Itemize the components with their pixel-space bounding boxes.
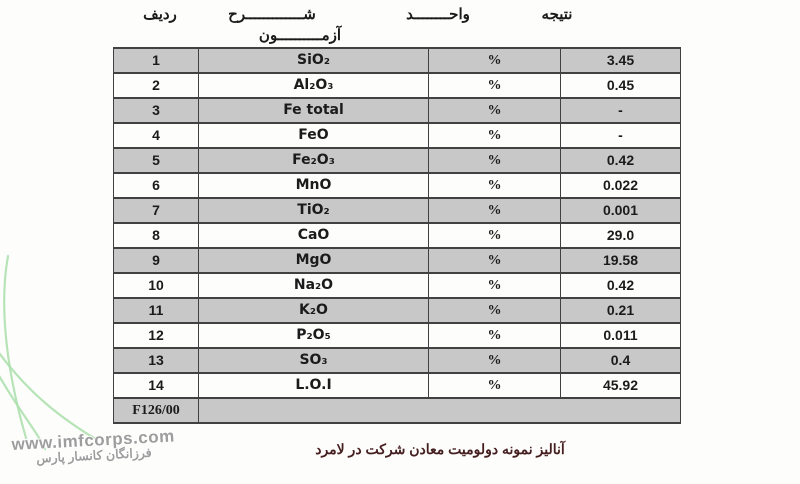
analyte-cell: P₂O₅ xyxy=(198,322,429,349)
leaf-blade-2 xyxy=(0,352,99,442)
unit-cell: % xyxy=(428,272,561,299)
footer-row: F126/00 xyxy=(113,397,681,424)
unit-cell: % xyxy=(428,222,561,249)
unit-cell: % xyxy=(428,147,561,174)
table-row: 11 K₂O % 0.21 xyxy=(113,297,681,324)
analysis-table: 1 SiO₂ % 3.45 2 Al₂O₃ % 0.45 3 Fe total … xyxy=(113,47,681,424)
table-row: 8 CaO % 29.0 xyxy=(113,222,681,249)
analyte-cell: CaO xyxy=(198,222,429,249)
analysis-table-footer: F126/00 xyxy=(113,397,681,424)
leaf-blade-1 xyxy=(3,254,28,440)
column-header-unit: واحــــــــد xyxy=(406,6,470,23)
result-cell: - xyxy=(560,122,681,149)
row-number-cell: 8 xyxy=(113,222,199,249)
row-number-cell: 12 xyxy=(113,322,199,349)
unit-cell: % xyxy=(428,97,561,124)
form-code-cell: F126/00 xyxy=(113,397,199,424)
column-header-description: شـــــــــــــرح xyxy=(228,6,316,23)
table-row: 13 SO₃ % 0.4 xyxy=(113,347,681,374)
row-number-cell: 3 xyxy=(113,97,199,124)
result-cell: 0.21 xyxy=(560,297,681,324)
result-cell: 0.001 xyxy=(560,197,681,224)
table-row: 2 Al₂O₃ % 0.45 xyxy=(113,72,681,99)
footer-empty-cell xyxy=(198,397,681,424)
analysis-table-body: 1 SiO₂ % 3.45 2 Al₂O₃ % 0.45 3 Fe total … xyxy=(113,47,681,399)
result-cell: 0.4 xyxy=(560,347,681,374)
unit-cell: % xyxy=(428,372,561,399)
table-row: 9 MgO % 19.58 xyxy=(113,247,681,274)
table-row: 14 L.O.I % 45.92 xyxy=(113,372,681,399)
analyte-cell: FeO xyxy=(198,122,429,149)
unit-cell: % xyxy=(428,197,561,224)
result-cell: 0.022 xyxy=(560,172,681,199)
unit-cell: % xyxy=(428,297,561,324)
row-number-cell: 2 xyxy=(113,72,199,99)
analyte-cell: SO₃ xyxy=(198,347,429,374)
analyte-cell: SiO₂ xyxy=(198,47,429,74)
row-number-cell: 9 xyxy=(113,247,199,274)
result-cell: 0.42 xyxy=(560,147,681,174)
analyte-cell: Al₂O₃ xyxy=(198,72,429,99)
column-header-row-number: ردیف xyxy=(143,6,177,23)
result-cell: 19.58 xyxy=(560,247,681,274)
unit-cell: % xyxy=(428,47,561,74)
analyte-cell: MnO xyxy=(198,172,429,199)
table-row: 6 MnO % 0.022 xyxy=(113,172,681,199)
analyte-cell: Fe total xyxy=(198,97,429,124)
result-cell: 0.45 xyxy=(560,72,681,99)
unit-cell: % xyxy=(428,347,561,374)
row-number-cell: 6 xyxy=(113,172,199,199)
row-number-cell: 13 xyxy=(113,347,199,374)
row-number-cell: 4 xyxy=(113,122,199,149)
result-cell: 3.45 xyxy=(560,47,681,74)
table-row: 1 SiO₂ % 3.45 xyxy=(113,47,681,74)
result-cell: - xyxy=(560,97,681,124)
unit-cell: % xyxy=(428,247,561,274)
unit-cell: % xyxy=(428,122,561,149)
table-row: 7 TiO₂ % 0.001 xyxy=(113,197,681,224)
row-number-cell: 10 xyxy=(113,272,199,299)
analyte-cell: L.O.I xyxy=(198,372,429,399)
row-number-cell: 1 xyxy=(113,47,199,74)
analyte-cell: Na₂O xyxy=(198,272,429,299)
result-cell: 0.42 xyxy=(560,272,681,299)
result-cell: 0.011 xyxy=(560,322,681,349)
analyte-cell: Fe₂O₃ xyxy=(198,147,429,174)
column-header-result: نتیجه xyxy=(541,6,573,23)
table-row: 10 Na₂O % 0.42 xyxy=(113,272,681,299)
table-row: 12 P₂O₅ % 0.011 xyxy=(113,322,681,349)
result-cell: 45.92 xyxy=(560,372,681,399)
table-row: 3 Fe total % - xyxy=(113,97,681,124)
table-caption: آنالیز نمونه دولومیت معادن شرکت در لامرد xyxy=(315,441,565,457)
unit-cell: % xyxy=(428,322,561,349)
table-row: 4 FeO % - xyxy=(113,122,681,149)
analyte-cell: TiO₂ xyxy=(198,197,429,224)
table-row: 5 Fe₂O₃ % 0.42 xyxy=(113,147,681,174)
unit-cell: % xyxy=(428,72,561,99)
row-number-cell: 11 xyxy=(113,297,199,324)
column-header-description-sub: آزمــــــــــون xyxy=(258,27,342,44)
result-cell: 29.0 xyxy=(560,222,681,249)
unit-cell: % xyxy=(428,172,561,199)
row-number-cell: 7 xyxy=(113,197,199,224)
watermark: www.imfcorps.com فرزانگان کانسار پارس xyxy=(11,426,176,466)
row-number-cell: 14 xyxy=(113,372,199,399)
analyte-cell: K₂O xyxy=(198,297,429,324)
row-number-cell: 5 xyxy=(113,147,199,174)
analyte-cell: MgO xyxy=(198,247,429,274)
